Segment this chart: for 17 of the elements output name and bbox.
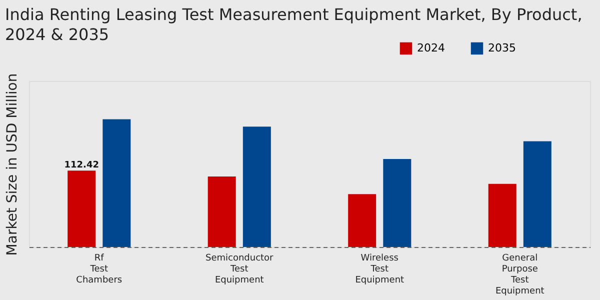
legend-label: 2024 — [417, 41, 445, 54]
bar — [488, 184, 516, 247]
bar — [242, 126, 271, 247]
bar — [348, 194, 376, 247]
x-tick-label: Wireless Test Equipment — [355, 254, 405, 286]
data-label: 112.42 — [64, 160, 99, 171]
bar — [208, 176, 236, 247]
bar — [383, 158, 412, 247]
legend-label: 2035 — [488, 41, 516, 54]
x-tick-label: Semiconductor Test Equipment — [205, 254, 274, 286]
bar — [523, 141, 552, 247]
bar — [68, 170, 96, 247]
x-tick-label: General Purpose Test Equipment — [495, 254, 545, 296]
x-tick-label: Rf Test Chambers — [76, 254, 122, 286]
y-axis-title: Market Size in USD Million — [4, 73, 20, 256]
chart-title: India Renting Leasing Test Measurement Equipment Market, By Product, 2024 & 2035 — [5, 4, 582, 44]
bar — [102, 119, 131, 247]
